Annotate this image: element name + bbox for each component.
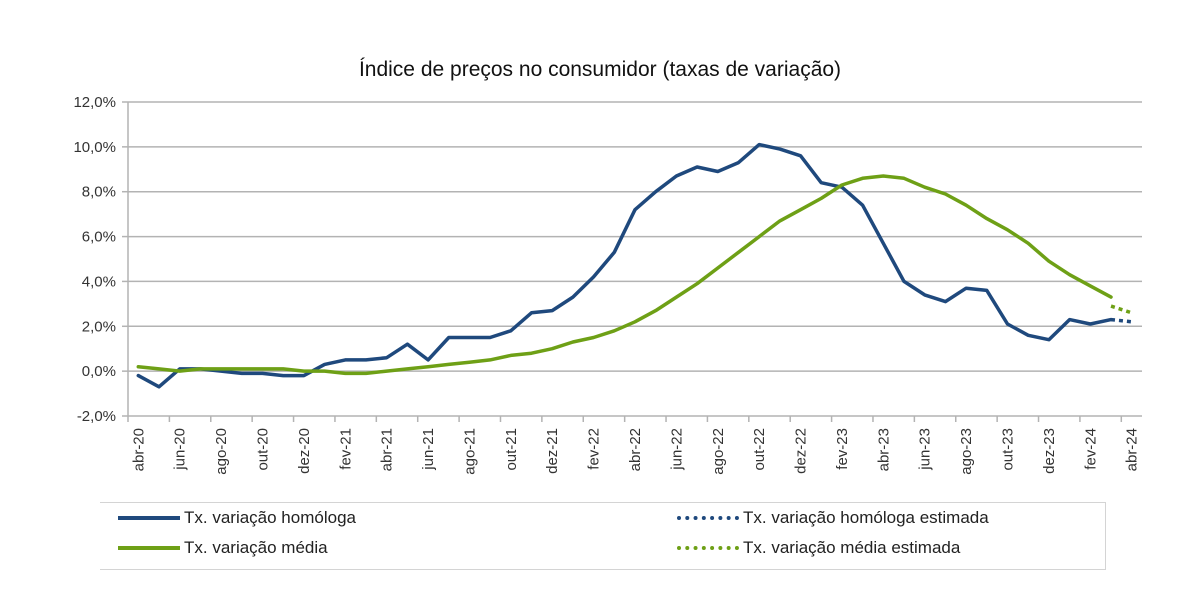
x-axis: abr-20 jun-20 ago-20 out-20 dez-20 fev-21 abr-…: [127, 102, 1141, 475]
x-tick-label: ago-20: [213, 428, 230, 475]
gridlines: [128, 101, 1142, 417]
y-tick-label: 6,0%: [82, 229, 116, 246]
x-tick-label: dez-21: [544, 428, 561, 474]
x-tick-label: dez-22: [793, 428, 810, 474]
x-tick-label: ago-22: [710, 428, 727, 475]
y-tick-label: 4,0%: [82, 273, 116, 290]
x-tick-label: jun-23: [917, 428, 934, 471]
series-line-media-estimada: [1110, 304, 1133, 315]
series-line-homologa-estimada: [1110, 317, 1132, 324]
series-line-media: [136, 174, 1113, 376]
x-tick-label: abr-24: [1124, 428, 1141, 471]
x-tick-label: fev-22: [586, 428, 603, 470]
y-axis-ticks: -2,0% 0,0% 2,0% 4,0% 6,0% 8,0% 10,0% 12,0%: [73, 94, 128, 425]
y-tick-label: 0,0%: [82, 363, 116, 380]
legend-swatch-solid-blue: [118, 516, 180, 520]
legend-item-media-estimada: Tx. variação média estimada: [677, 538, 960, 558]
legend-item-homologa: Tx. variação homóloga: [118, 508, 356, 528]
line-chart: -2,0% 0,0% 2,0% 4,0% 6,0% 8,0% 10,0% 12,0% abr-…: [73, 94, 1142, 475]
x-tick-label: dez-23: [1041, 428, 1058, 474]
legend-label: Tx. variação média: [184, 538, 328, 557]
x-tick-label: ago-21: [461, 428, 478, 475]
y-tick-label: 10,0%: [73, 139, 116, 156]
y-tick-label: 12,0%: [73, 94, 116, 111]
legend-label: Tx. variação homóloga estimada: [743, 508, 989, 527]
x-tick-label: abr-22: [627, 428, 644, 471]
x-tick-label: out-20: [255, 428, 272, 471]
x-tick-label: jun-22: [668, 428, 685, 471]
x-tick-label: fev-24: [1082, 428, 1099, 470]
x-tick-label: out-23: [999, 428, 1016, 471]
y-tick-label: -2,0%: [77, 408, 116, 425]
legend-swatch-dotted-green: [677, 546, 739, 550]
y-tick-label: 8,0%: [82, 184, 116, 201]
x-tick-label: fev-21: [337, 428, 354, 470]
x-tick-label: out-21: [503, 428, 520, 471]
x-tick-label: ago-23: [958, 428, 975, 475]
chart-title: Índice de preços no consumidor (taxas de…: [358, 58, 842, 81]
legend-label: Tx. variação homóloga: [184, 508, 356, 527]
x-tick-label: abr-21: [379, 428, 396, 471]
x-tick-label: jun-21: [420, 428, 437, 471]
x-tick-label: abr-23: [875, 428, 892, 471]
x-tick-label: jun-20: [172, 428, 189, 471]
legend-item-homologa-estimada: Tx. variação homóloga estimada: [677, 508, 989, 528]
x-tick-label: out-22: [751, 428, 768, 471]
legend-label: Tx. variação média estimada: [743, 538, 961, 557]
series-lines: [136, 142, 1133, 389]
x-tick-label: abr-20: [130, 428, 147, 471]
x-tick-label: dez-20: [296, 428, 313, 474]
series-line-homologa: [136, 142, 1113, 389]
legend: Tx. variação homóloga Tx. variação homól…: [100, 502, 1106, 570]
legend-swatch-solid-green: [118, 546, 180, 550]
y-tick-label: 2,0%: [82, 318, 116, 335]
legend-item-media: Tx. variação média: [118, 538, 328, 558]
x-tick-label: fev-23: [834, 428, 851, 470]
legend-swatch-dotted-blue: [677, 516, 739, 520]
